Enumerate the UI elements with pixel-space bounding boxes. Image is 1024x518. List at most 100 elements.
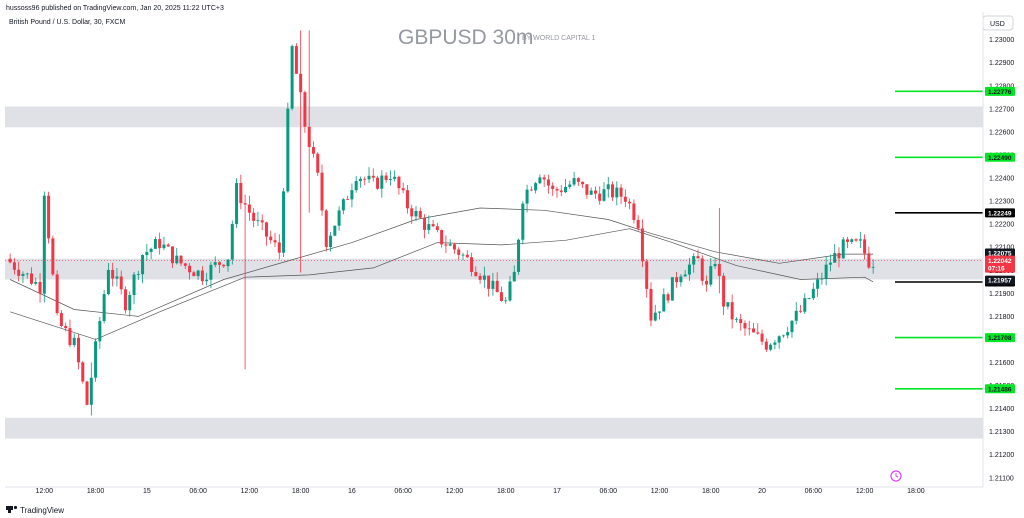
candle-body: [243, 203, 247, 205]
candle-body: [59, 313, 63, 326]
candle-body: [786, 332, 790, 336]
candle-body: [662, 294, 666, 312]
time-tick-label: 16: [348, 488, 356, 495]
candle-body: [136, 274, 140, 275]
candle-body: [640, 228, 644, 262]
symbol-legend: British Pound / U.S. Dollar, 30, FXCM: [9, 19, 125, 26]
candle-body: [658, 311, 662, 313]
candle-body: [867, 253, 871, 268]
candle-body: [320, 172, 324, 211]
candle-body: [478, 275, 482, 280]
chart-watermark-title: GBPUSD 30m: [398, 26, 533, 49]
time-tick-label: 06:00: [599, 488, 617, 495]
level-tag-bg: [985, 208, 1015, 218]
candle-body: [209, 264, 213, 280]
candle-body: [636, 219, 640, 229]
candle-body: [461, 254, 465, 256]
price-tick-label: 1.21600: [989, 360, 1014, 367]
candle-body: [675, 277, 679, 283]
candle-body: [12, 262, 16, 270]
candle-body: [504, 300, 508, 302]
candle-body: [354, 181, 358, 191]
candle-body: [21, 273, 25, 276]
candle-body: [423, 217, 427, 230]
candle-body: [521, 203, 525, 240]
price-tick-label: 1.22900: [989, 60, 1014, 67]
candle-body: [388, 178, 392, 180]
time-tick-label: 12:00: [856, 488, 874, 495]
candle-body: [170, 246, 174, 264]
candle-body: [256, 220, 260, 222]
candle-body: [76, 337, 80, 363]
current-price-tag-bg: [985, 255, 1015, 273]
candle-timer-label: 07:16: [988, 266, 1005, 273]
ma-fast-line: [9, 207, 874, 317]
candle-body: [576, 178, 580, 182]
candle-body: [448, 244, 452, 246]
candle-body: [444, 244, 448, 246]
candle-body: [303, 92, 307, 127]
price-axis-tags: 1.227761.224901.222491.219491.217081.214…: [985, 86, 1015, 394]
candle-body: [606, 184, 610, 190]
level-tag-bg: [985, 86, 1015, 96]
candle-body: [102, 294, 106, 322]
candle-body: [273, 240, 277, 243]
candle-body: [760, 333, 764, 342]
candle-body: [589, 190, 593, 195]
candle-body: [380, 175, 384, 189]
time-tick-label: 18:00: [702, 488, 720, 495]
level-tag-bg: [985, 333, 1015, 343]
candle-body: [264, 222, 268, 237]
alert-clock-icon[interactable]: [890, 470, 902, 482]
candle-body: [119, 276, 123, 290]
candle-body: [179, 255, 183, 264]
candle-body: [858, 239, 862, 241]
candle-body: [773, 342, 777, 345]
candle-body: [482, 275, 486, 280]
candle-body: [769, 344, 773, 350]
candle-body: [850, 239, 854, 243]
candle-body: [871, 266, 875, 268]
candle-body: [619, 187, 623, 197]
candle-body: [431, 224, 435, 227]
candle-body: [470, 257, 474, 272]
candle-body: [739, 319, 743, 324]
candle-body: [781, 335, 785, 337]
level-tag: 1.21486: [988, 386, 1012, 393]
candle-body: [145, 251, 149, 256]
level-tag: 1.22776: [988, 89, 1012, 96]
candle-body: [188, 265, 192, 273]
candle-body: [649, 288, 653, 321]
candle-body: [696, 256, 700, 259]
candle-body: [376, 177, 380, 189]
candle-body: [670, 277, 674, 301]
candle-body: [542, 177, 546, 180]
candle-body: [645, 261, 649, 289]
candle-body: [756, 332, 760, 334]
time-axis[interactable]: 12:00 18:00 15 06:00 12:00 18:00 16 06:00 12:00 1…: [36, 488, 925, 495]
candle-body: [820, 278, 824, 280]
candle-body: [440, 229, 444, 245]
candle-body: [555, 189, 559, 191]
candle-body: [337, 210, 341, 226]
candle-body: [47, 195, 51, 239]
time-tick-label: 12:00: [36, 488, 54, 495]
candle-body: [632, 203, 636, 220]
candle-body: [572, 178, 576, 185]
candle-body: [217, 262, 221, 265]
candle-body: [89, 377, 93, 405]
candle-body: [141, 255, 145, 275]
candle-body: [307, 126, 311, 147]
candle-body: [316, 153, 320, 173]
candle-body: [474, 271, 478, 276]
candle-body: [679, 276, 683, 283]
price-tick-label: 1.21800: [989, 314, 1014, 321]
time-tick-label: 15: [143, 488, 151, 495]
candle-body: [367, 175, 371, 180]
candle-body: [324, 210, 328, 247]
price-tick-label: 1.21300: [989, 429, 1014, 436]
candle-body: [717, 263, 721, 276]
candle-body: [551, 185, 555, 190]
candle-body: [111, 269, 115, 279]
candle-body: [269, 236, 273, 241]
